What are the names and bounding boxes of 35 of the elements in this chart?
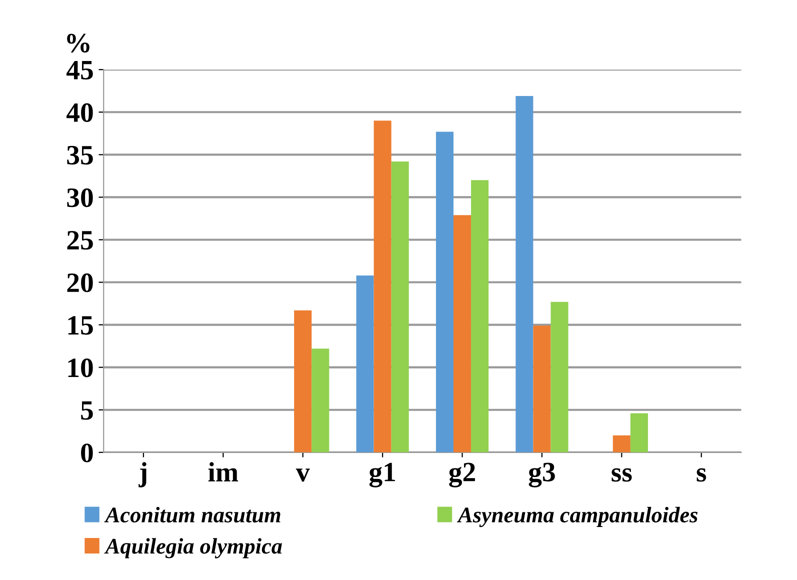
bar (312, 348, 330, 452)
bar (391, 161, 409, 452)
x-tick-label: g2 (449, 462, 475, 488)
y-tick-label: 40 (66, 103, 93, 122)
bar (630, 413, 648, 452)
y-tick-label: 0 (81, 444, 93, 462)
y-tick-label: 20 (67, 273, 93, 292)
x-tick-label: g1 (369, 462, 396, 488)
x-tick-label: im (208, 462, 238, 482)
x-tick-label: s (696, 468, 706, 482)
y-tick-label: 5 (81, 401, 93, 420)
y-tick-label: 30 (67, 188, 93, 208)
x-tick-label: g3 (528, 462, 555, 488)
x-tick-label: ss (612, 468, 632, 482)
y-tick-label: 10 (68, 358, 93, 378)
bar (471, 180, 489, 452)
bar (516, 96, 534, 452)
y-tick-label: 15 (68, 316, 93, 335)
bar (612, 435, 630, 452)
bar (294, 310, 312, 452)
y-tick-label: 25 (67, 230, 93, 250)
y-tick-label: 35 (67, 146, 93, 165)
legend-label: Asyneuma campanuloides (456, 506, 698, 528)
bar (453, 215, 472, 452)
legend-label: Aconitum nasutum (104, 506, 280, 523)
legend-label: Aquilegia olympica (104, 538, 282, 558)
bar (533, 326, 551, 452)
bar (436, 132, 454, 452)
x-tick-label: v (296, 468, 310, 482)
y-tick-label: 45 (66, 60, 93, 80)
y-axis-title: % (67, 34, 90, 53)
bar (356, 275, 374, 452)
bar (374, 120, 392, 452)
bar (550, 302, 568, 452)
x-tick-label: j (138, 462, 146, 488)
